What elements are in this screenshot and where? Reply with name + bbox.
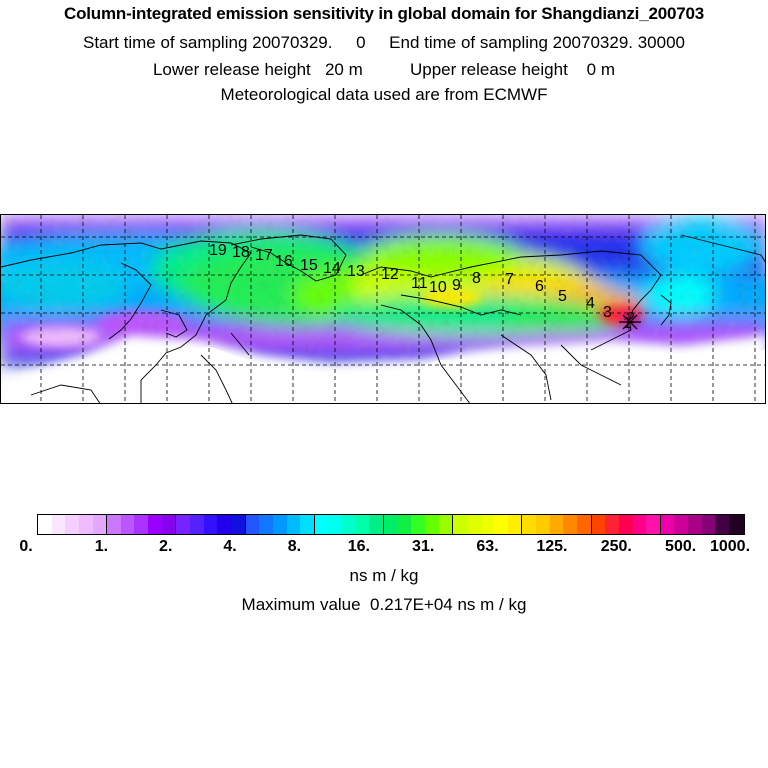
color-scale-tick-label: 500. xyxy=(665,538,697,555)
color-scale-cell xyxy=(259,515,273,534)
trajectory-label-9: 9 xyxy=(452,277,461,294)
color-scale-cell xyxy=(397,515,412,534)
trajectory-label-6: 6 xyxy=(535,278,544,295)
color-scale-cell xyxy=(618,515,633,534)
color-scale-cell xyxy=(230,515,245,534)
color-scale-tick-label: 2. xyxy=(159,538,173,555)
color-scale-cell xyxy=(466,515,481,534)
color-scale-cell xyxy=(715,515,730,534)
color-scale-cell xyxy=(355,515,370,534)
color-scale-tick-label: 8. xyxy=(287,538,302,555)
color-scale-cell xyxy=(148,515,162,534)
color-scale-cell xyxy=(729,515,744,534)
color-scale-cell xyxy=(272,515,287,534)
color-scale-tick-label: 31. xyxy=(412,538,435,555)
map-canvas: 1 2 3 4 5 6 7 8 9 10 11 12 13 14 15 16 1… xyxy=(1,215,765,403)
color-scale-tick-label: 1000. xyxy=(709,538,751,555)
color-scale-cell xyxy=(507,515,522,534)
sampling-time-line: Start time of sampling 20070329. 0 End t… xyxy=(83,33,685,52)
receptor-marker-icon xyxy=(619,314,641,330)
color-scale-cell xyxy=(161,515,176,534)
color-scale-cell xyxy=(605,515,619,534)
color-scale-cell xyxy=(51,515,66,534)
trajectory-label-11: 11 xyxy=(411,275,428,292)
met-data-line: Meteorological data used are from ECMWF xyxy=(220,85,548,104)
latlon-grid xyxy=(1,215,765,403)
color-scale-cell xyxy=(134,515,149,534)
color-scale-cell xyxy=(536,515,550,534)
map-title: Column-integrated emission sensitivity i… xyxy=(64,4,704,23)
color-scale-cell xyxy=(688,515,702,534)
color-scale-cell xyxy=(313,515,329,534)
trajectory-label-4: 4 xyxy=(586,295,595,312)
color-scale-cell xyxy=(438,515,453,534)
color-scale-cell xyxy=(65,515,79,534)
trajectory-label-19: 19 xyxy=(209,242,227,259)
trajectory-label-2: 2 xyxy=(626,310,635,327)
color-scale-tick-label: 63. xyxy=(476,538,499,555)
color-scale-cell xyxy=(494,515,508,534)
trajectory-label-7: 7 xyxy=(505,271,514,288)
color-scale-cell xyxy=(38,515,52,534)
color-scale-cell xyxy=(328,515,343,534)
color-scale-unit: ns m / kg xyxy=(349,566,419,585)
color-scale-cell xyxy=(342,515,356,534)
color-scale-cell xyxy=(120,515,135,534)
color-scale-cell xyxy=(92,515,107,534)
color-scale-cell xyxy=(659,515,675,534)
trajectory-label-8: 8 xyxy=(472,270,481,287)
color-scale-cell xyxy=(244,515,260,534)
color-scale-cell xyxy=(632,515,647,534)
color-scale-cell xyxy=(424,515,439,534)
color-scale-cell xyxy=(521,515,537,534)
trajectory-label-13: 13 xyxy=(347,263,365,280)
trajectory-label-17: 17 xyxy=(255,247,273,264)
color-scale-cell xyxy=(411,515,425,534)
color-scale-tick-label: 250. xyxy=(600,538,632,555)
color-scale-cell xyxy=(576,515,591,534)
trajectory-label-12: 12 xyxy=(381,266,399,283)
trajectory-label-10: 10 xyxy=(429,279,447,296)
color-scale-cell xyxy=(383,515,398,534)
color-scale-tick-label: 16. xyxy=(347,538,370,555)
color-scale-cell xyxy=(480,515,495,534)
color-scale-cell xyxy=(701,515,716,534)
color-scale-cell xyxy=(175,515,191,534)
color-scale-cell xyxy=(190,515,204,534)
color-scale-cell xyxy=(300,515,314,534)
trajectory-label-16: 16 xyxy=(275,253,293,270)
color-scale-cell xyxy=(452,515,467,534)
color-scale-cell xyxy=(217,515,231,534)
color-scale-tick-label: 1. xyxy=(94,538,109,555)
color-scale-cell xyxy=(646,515,660,534)
color-scale-cell xyxy=(549,515,564,534)
trajectory-label-1: 1 xyxy=(623,315,632,332)
color-scale-ticks: 0. 1. 2. 4. 8. 16. 31. 63. 125. 250. 500. 1000. xyxy=(0,538,768,558)
trajectory-label-5: 5 xyxy=(558,288,567,305)
color-scale-tick-label: 0. xyxy=(19,538,33,555)
color-scale-tick-label: 4. xyxy=(223,538,237,555)
color-scale-cell xyxy=(590,515,606,534)
maximum-value: Maximum value 0.217E+04 ns m / kg xyxy=(241,595,527,614)
release-height-line: Lower release height 20 m Upper release … xyxy=(152,60,616,79)
color-scale-cell xyxy=(78,515,93,534)
color-scale-cell xyxy=(563,515,577,534)
color-scale-cell xyxy=(674,515,689,534)
color-scale-tick-label: 125. xyxy=(536,538,568,555)
color-scale-cell xyxy=(106,515,121,534)
trajectory-label-15: 15 xyxy=(300,257,318,274)
trajectory-labels: 1 2 3 4 5 6 7 8 9 10 11 12 13 14 15 16 1… xyxy=(209,242,635,332)
trajectory-label-18: 18 xyxy=(232,244,250,261)
color-scale-cell xyxy=(369,515,384,534)
color-scale-cell xyxy=(203,515,218,534)
trajectory-label-3: 3 xyxy=(603,304,612,321)
emission-sensitivity-map: 1 2 3 4 5 6 7 8 9 10 11 12 13 14 15 16 1… xyxy=(0,214,766,404)
color-scale-bar xyxy=(37,514,745,535)
trajectory-label-14: 14 xyxy=(323,260,341,277)
color-scale-cell xyxy=(286,515,301,534)
